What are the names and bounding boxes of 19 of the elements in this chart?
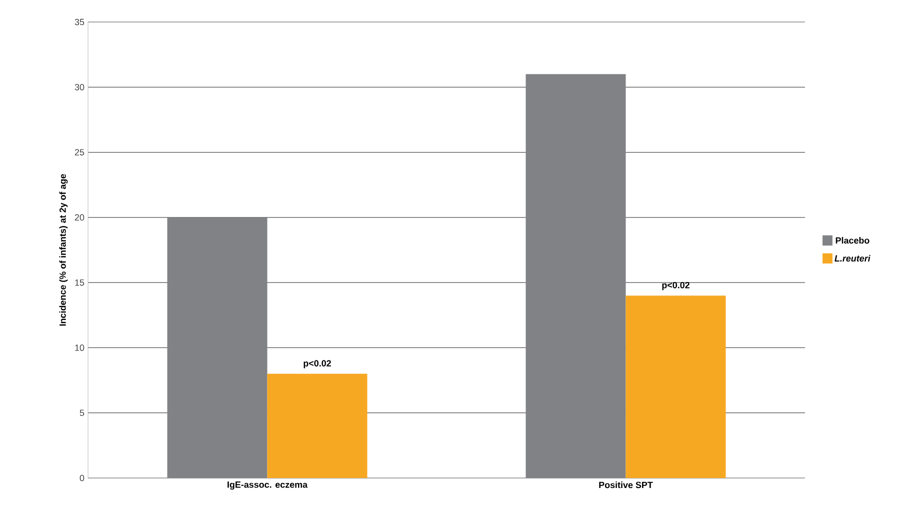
y-tick-label: 15	[75, 279, 84, 286]
y-tick-label: 0	[80, 474, 84, 482]
bar	[267, 374, 368, 478]
y-tick-label: 5	[80, 410, 84, 416]
y-tick-label: 25	[74, 149, 84, 156]
legend-label: Placebo	[836, 237, 870, 244]
y-tick-label: 30	[74, 84, 84, 90]
annotation: p<0.02	[304, 360, 331, 368]
legend-label: L.reuteri	[834, 254, 870, 262]
y-tick-label: 20	[74, 214, 84, 221]
y-tick-label: 10	[75, 344, 84, 351]
x-tick-label: IgE-assoc. eczema	[228, 482, 308, 490]
bar	[626, 296, 726, 478]
bar	[167, 217, 268, 478]
x-tick-label: Positive SPT	[599, 482, 653, 488]
bar	[526, 74, 626, 478]
y-axis-title: Incidence (% of infants) at 2y of age	[59, 174, 68, 326]
annotation: p<0.02	[662, 282, 690, 290]
y-tick-label: 35	[74, 18, 84, 26]
